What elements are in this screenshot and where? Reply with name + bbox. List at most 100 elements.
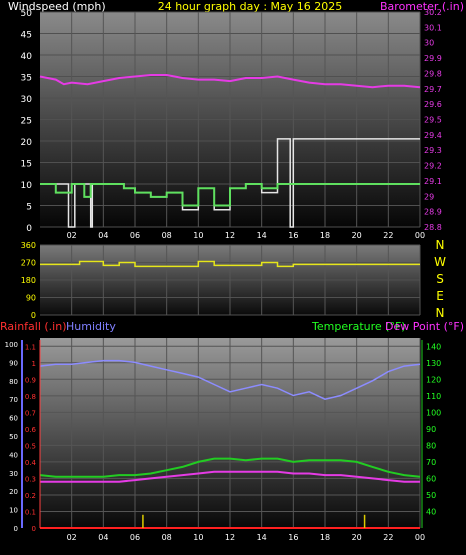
humidity-y-tick: 90 xyxy=(9,359,18,367)
wind-x-tick: 22 xyxy=(383,231,393,240)
humidity-y-tick: 10 xyxy=(9,507,18,515)
climate-x-tick: 10 xyxy=(193,533,203,542)
wind-axis-ticks: 0 5 10 15 20 25 30 35 40 45 50 28.8 28.9 29 29.1 29.2 29… xyxy=(21,8,442,240)
wind-x-tick: 08 xyxy=(162,231,172,240)
wind-x-tick: 16 xyxy=(288,231,298,240)
climate-x-tick: 08 xyxy=(162,533,172,542)
dewpoint-label: Dew Point (°F) xyxy=(385,320,464,333)
humidity-y-tick: 20 xyxy=(9,488,18,496)
humidity-y-tick: 50 xyxy=(9,433,18,441)
climate-x-tick: 14 xyxy=(257,533,267,542)
wind-x-tick: 12 xyxy=(225,231,235,240)
barometer-y-tick: 29.3 xyxy=(424,146,442,155)
rain-y-tick: 0 xyxy=(32,525,36,533)
humidity-y-tick: 40 xyxy=(9,451,18,459)
wind-x-tick: 14 xyxy=(257,231,267,240)
wind-y-tick: 0 xyxy=(26,224,32,234)
temperature-y-tick: 110 xyxy=(426,392,441,401)
temperature-y-tick: 100 xyxy=(426,408,441,417)
climate-series xyxy=(39,359,421,529)
temperature-y-tick: 70 xyxy=(426,458,436,467)
humidity-y-tick: 70 xyxy=(9,396,18,404)
temperature-y-tick: 130 xyxy=(426,359,441,368)
wind-x-tick: 10 xyxy=(193,231,203,240)
temperature-y-tick: 80 xyxy=(426,441,436,450)
temperature-line xyxy=(39,457,421,478)
windspeed-label: Windspeed (mph) xyxy=(8,0,106,13)
climate-x-tick: 22 xyxy=(383,533,393,542)
wind-y-tick: 25 xyxy=(21,117,32,127)
barometer-y-tick: 30 xyxy=(424,39,434,48)
rain-y-tick: 0.7 xyxy=(25,409,36,417)
wind-y-tick: 45 xyxy=(21,31,32,41)
graph-title: 24 hour graph day : May 16 2025 xyxy=(158,0,343,13)
rain-y-tick: 0.1 xyxy=(25,508,36,516)
direction-letter-s: S xyxy=(436,272,444,286)
rain-y-tick: 0.8 xyxy=(25,393,36,401)
wind-x-tick: 00 xyxy=(415,231,425,240)
barometer-y-tick: 29.1 xyxy=(424,177,442,186)
barometer-y-tick: 29.9 xyxy=(424,54,442,63)
temperature-y-tick: 50 xyxy=(426,491,436,500)
climate-axis-ticks: 4050607080901001101201301400102030405060… xyxy=(5,341,442,542)
rainfall-label: Rainfall (.in) xyxy=(0,320,67,333)
direction-y-tick: 0 xyxy=(31,311,36,320)
wind-y-tick: 35 xyxy=(21,74,32,84)
climate-x-tick: 18 xyxy=(320,533,330,542)
direction-letter-n-top: N xyxy=(436,238,445,252)
humidity-y-tick: 30 xyxy=(9,470,18,478)
wind-y-tick: 20 xyxy=(21,138,33,148)
barometer-y-tick: 28.9 xyxy=(424,208,442,217)
wind-y-tick: 15 xyxy=(21,160,32,170)
direction-grid xyxy=(40,244,421,316)
climate-x-tick: 16 xyxy=(288,533,298,542)
direction-axis-ticks: 0 90 180 270 360 xyxy=(21,241,36,320)
barometer-y-tick: 29.4 xyxy=(424,131,442,140)
barometer-y-tick: 29 xyxy=(424,192,434,201)
direction-letter-w: W xyxy=(434,255,446,269)
humidity-line xyxy=(39,359,421,400)
direction-y-tick: 270 xyxy=(21,259,36,268)
rain-y-tick: 0.3 xyxy=(25,475,36,483)
dewpoint-line xyxy=(40,470,420,483)
direction-y-tick: 90 xyxy=(26,294,36,303)
barometer-y-tick: 30.1 xyxy=(424,23,442,32)
rain-y-tick: 0.5 xyxy=(25,442,36,450)
barometer-y-tick: 28.8 xyxy=(424,223,442,232)
rain-y-tick: 0.6 xyxy=(25,426,37,434)
temperature-y-tick: 40 xyxy=(426,507,436,516)
wind-x-tick: 02 xyxy=(67,231,77,240)
wind-x-tick: 06 xyxy=(130,231,140,240)
humidity-label: Humidity xyxy=(66,320,116,333)
temperature-y-tick: 140 xyxy=(426,342,441,351)
climate-x-tick: 02 xyxy=(67,533,77,542)
climate-x-tick: 04 xyxy=(98,533,108,542)
rain-y-tick: 0.9 xyxy=(25,376,36,384)
wind-series xyxy=(39,74,421,228)
barometer-y-tick: 30.2 xyxy=(424,8,442,17)
direction-y-tick: 180 xyxy=(21,276,36,285)
climate-x-tick: 12 xyxy=(225,533,235,542)
temperature-label: Temperature (°F) xyxy=(311,320,406,333)
wind-x-tick: 20 xyxy=(352,231,362,240)
barometer-label: Barometer (.in) xyxy=(380,0,464,13)
barometer-y-tick: 29.5 xyxy=(424,116,442,125)
climate-x-tick: 00 xyxy=(415,533,425,542)
climate-grid xyxy=(40,338,421,528)
rain-y-tick: 0.2 xyxy=(25,492,36,500)
temperature-y-tick: 90 xyxy=(426,425,436,434)
climate-x-tick: 06 xyxy=(130,533,140,542)
humidity-y-tick: 0 xyxy=(14,525,18,533)
climate-x-tick: 20 xyxy=(352,533,362,542)
wind-y-tick: 40 xyxy=(21,52,33,62)
direction-letter-e: E xyxy=(436,289,444,303)
temperature-y-tick: 120 xyxy=(426,375,441,384)
direction-letter-n-bottom: N xyxy=(436,306,445,320)
wind-y-tick: 10 xyxy=(21,181,33,191)
rain-y-tick: 0.4 xyxy=(25,459,37,467)
temperature-y-tick: 60 xyxy=(426,474,436,483)
wind-y-tick: 30 xyxy=(21,95,33,105)
rain-y-tick: 1.1 xyxy=(25,343,36,351)
wind-x-tick: 18 xyxy=(320,231,330,240)
